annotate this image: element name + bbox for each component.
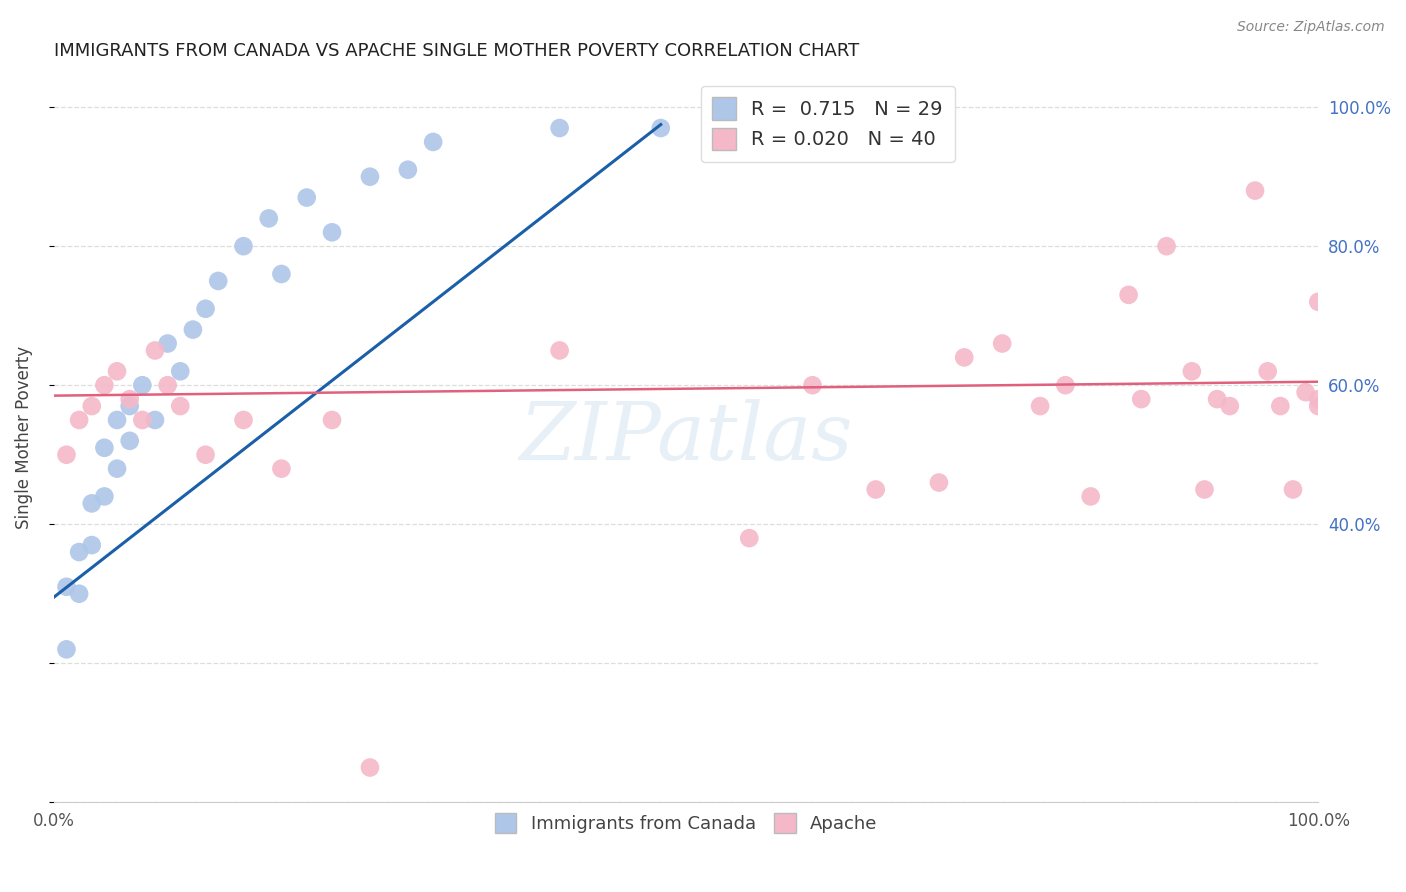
Point bbox=[359, 169, 381, 184]
Point bbox=[396, 162, 419, 177]
Point bbox=[181, 323, 204, 337]
Point bbox=[131, 378, 153, 392]
Point bbox=[93, 490, 115, 504]
Point bbox=[1130, 392, 1153, 406]
Point bbox=[422, 135, 444, 149]
Point bbox=[80, 399, 103, 413]
Legend: Immigrants from Canada, Apache: Immigrants from Canada, Apache bbox=[484, 802, 889, 845]
Point bbox=[93, 441, 115, 455]
Point bbox=[270, 461, 292, 475]
Point bbox=[67, 587, 90, 601]
Point bbox=[232, 413, 254, 427]
Point bbox=[143, 413, 166, 427]
Point bbox=[1206, 392, 1229, 406]
Point bbox=[257, 211, 280, 226]
Point bbox=[1194, 483, 1216, 497]
Point bbox=[143, 343, 166, 358]
Point bbox=[1118, 288, 1140, 302]
Point bbox=[548, 343, 571, 358]
Point bbox=[169, 364, 191, 378]
Point bbox=[194, 448, 217, 462]
Point bbox=[1080, 490, 1102, 504]
Point bbox=[1308, 294, 1330, 309]
Point bbox=[321, 413, 343, 427]
Point bbox=[232, 239, 254, 253]
Point bbox=[991, 336, 1014, 351]
Point bbox=[67, 413, 90, 427]
Point bbox=[105, 413, 128, 427]
Point bbox=[1244, 184, 1267, 198]
Point bbox=[738, 531, 761, 545]
Point bbox=[118, 392, 141, 406]
Text: Source: ZipAtlas.com: Source: ZipAtlas.com bbox=[1237, 20, 1385, 34]
Point bbox=[1282, 483, 1305, 497]
Point bbox=[80, 538, 103, 552]
Point bbox=[67, 545, 90, 559]
Point bbox=[1156, 239, 1178, 253]
Point bbox=[1054, 378, 1077, 392]
Point bbox=[801, 378, 824, 392]
Y-axis label: Single Mother Poverty: Single Mother Poverty bbox=[15, 346, 32, 529]
Point bbox=[1270, 399, 1292, 413]
Point bbox=[207, 274, 229, 288]
Point bbox=[1257, 364, 1279, 378]
Point bbox=[1181, 364, 1204, 378]
Point bbox=[548, 121, 571, 136]
Point bbox=[650, 121, 672, 136]
Point bbox=[270, 267, 292, 281]
Point bbox=[1308, 399, 1330, 413]
Point bbox=[865, 483, 887, 497]
Text: IMMIGRANTS FROM CANADA VS APACHE SINGLE MOTHER POVERTY CORRELATION CHART: IMMIGRANTS FROM CANADA VS APACHE SINGLE … bbox=[53, 42, 859, 60]
Text: ZIPatlas: ZIPatlas bbox=[519, 399, 853, 476]
Point bbox=[80, 496, 103, 510]
Point bbox=[953, 351, 976, 365]
Point bbox=[1295, 385, 1317, 400]
Point bbox=[156, 378, 179, 392]
Point bbox=[118, 399, 141, 413]
Point bbox=[194, 301, 217, 316]
Point bbox=[55, 642, 77, 657]
Point bbox=[105, 364, 128, 378]
Point bbox=[156, 336, 179, 351]
Point bbox=[55, 448, 77, 462]
Point bbox=[105, 461, 128, 475]
Point bbox=[295, 190, 318, 204]
Point bbox=[1308, 392, 1330, 406]
Point bbox=[131, 413, 153, 427]
Point bbox=[118, 434, 141, 448]
Point bbox=[1219, 399, 1241, 413]
Point bbox=[169, 399, 191, 413]
Point bbox=[55, 580, 77, 594]
Point bbox=[321, 225, 343, 239]
Point bbox=[359, 760, 381, 774]
Point bbox=[928, 475, 950, 490]
Point bbox=[93, 378, 115, 392]
Point bbox=[1029, 399, 1052, 413]
